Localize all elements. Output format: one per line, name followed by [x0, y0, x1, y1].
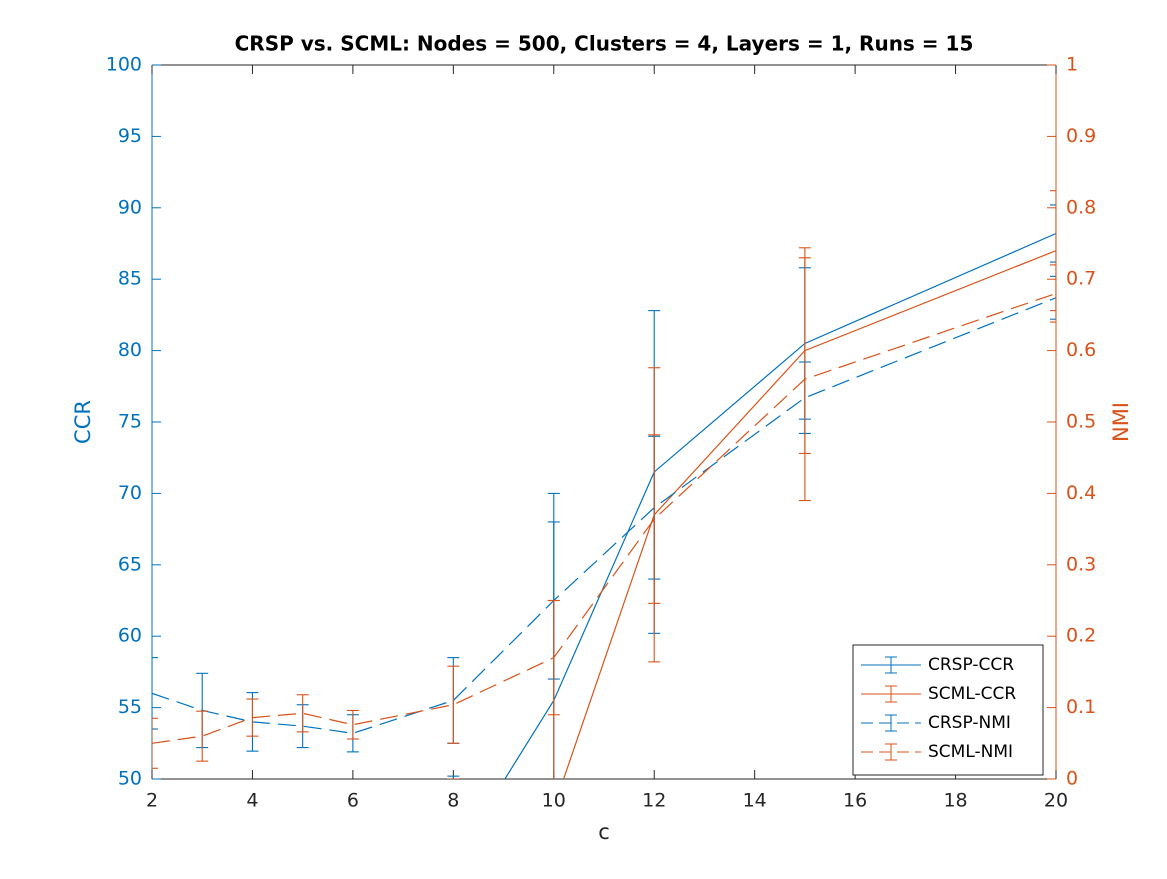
x-tick-label: 10: [542, 790, 566, 812]
x-tick-label: 14: [743, 790, 767, 812]
series-line: [504, 232, 1056, 779]
error-bar: [447, 775, 460, 779]
y2-axis-label: NMI: [1109, 402, 1133, 442]
x-tick-label: 16: [843, 790, 867, 812]
error-bar: [1050, 190, 1056, 312]
series-line: [562, 250, 1056, 779]
x-tick-label: 18: [943, 790, 967, 812]
y-tick-label: 100: [106, 54, 142, 76]
error-bar: [447, 665, 460, 744]
y-tick-label: 75: [118, 411, 142, 433]
error-bar: [296, 694, 309, 733]
y-tick-label: 65: [118, 553, 142, 575]
y-tick-label: 90: [118, 196, 142, 218]
y2-tick-label: 0: [1066, 768, 1078, 790]
y-tick-label: 80: [118, 339, 142, 361]
x-axis-label: c: [598, 820, 610, 844]
error-bar: [648, 434, 661, 604]
y-tick-label: 60: [118, 625, 142, 647]
error-bar: [146, 850, 158, 875]
error-bar: [1050, 264, 1056, 323]
series-line: [152, 292, 1056, 744]
error-bar: [246, 698, 259, 737]
y2-tick-label: 0.1: [1066, 696, 1096, 718]
y2-tick-label: 1: [1066, 54, 1078, 76]
y2-tick-label: 0.9: [1066, 125, 1096, 147]
y2-tick-label: 0.5: [1066, 411, 1096, 433]
y2-tick-label: 0.3: [1066, 553, 1096, 575]
x-tick-label: 4: [246, 790, 258, 812]
x-tick-label: 12: [642, 790, 666, 812]
legend-label: CRSP-NMI: [928, 713, 1011, 733]
error-bar: [152, 717, 158, 769]
x-tick-label: 6: [347, 790, 359, 812]
error-bar: [1050, 204, 1056, 263]
y-axis-label: CCR: [71, 400, 95, 444]
error-bar: [1050, 275, 1056, 320]
y-tick-label: 55: [118, 696, 142, 718]
y2-tick-label: 0.8: [1066, 196, 1096, 218]
error-bar: [798, 257, 811, 502]
y2-tick-label: 0.2: [1066, 625, 1096, 647]
error-bar: [346, 709, 359, 740]
y-tick-label: 70: [118, 482, 142, 504]
y2-tick-label: 0.4: [1066, 482, 1096, 504]
error-bar: [196, 710, 209, 762]
plot-area: [146, 190, 1056, 875]
x-tick-label: 2: [146, 790, 158, 812]
series-line: [152, 297, 1056, 734]
y-tick-label: 95: [118, 125, 142, 147]
legend-label: SCML-NMI: [928, 742, 1013, 762]
error-bar: [547, 599, 560, 716]
chart-title: CRSP vs. SCML: Nodes = 500, Clusters = 4…: [235, 32, 974, 56]
y2-tick-label: 0.7: [1066, 268, 1096, 290]
y-tick-label: 85: [118, 268, 142, 290]
error-bar: [297, 850, 309, 875]
x-tick-label: 8: [447, 790, 459, 812]
error-bar: [152, 657, 158, 730]
legend-label: SCML-CCR: [928, 684, 1016, 704]
legend-label: CRSP-CCR: [928, 655, 1014, 675]
y-tick-label: 50: [118, 768, 142, 790]
error-bar: [246, 850, 258, 875]
y2-tick-label: 0.6: [1066, 339, 1096, 361]
error-bar: [347, 850, 359, 875]
error-bar: [196, 850, 208, 875]
legend-box: [852, 644, 1044, 776]
x-tick-label: 20: [1044, 790, 1068, 812]
